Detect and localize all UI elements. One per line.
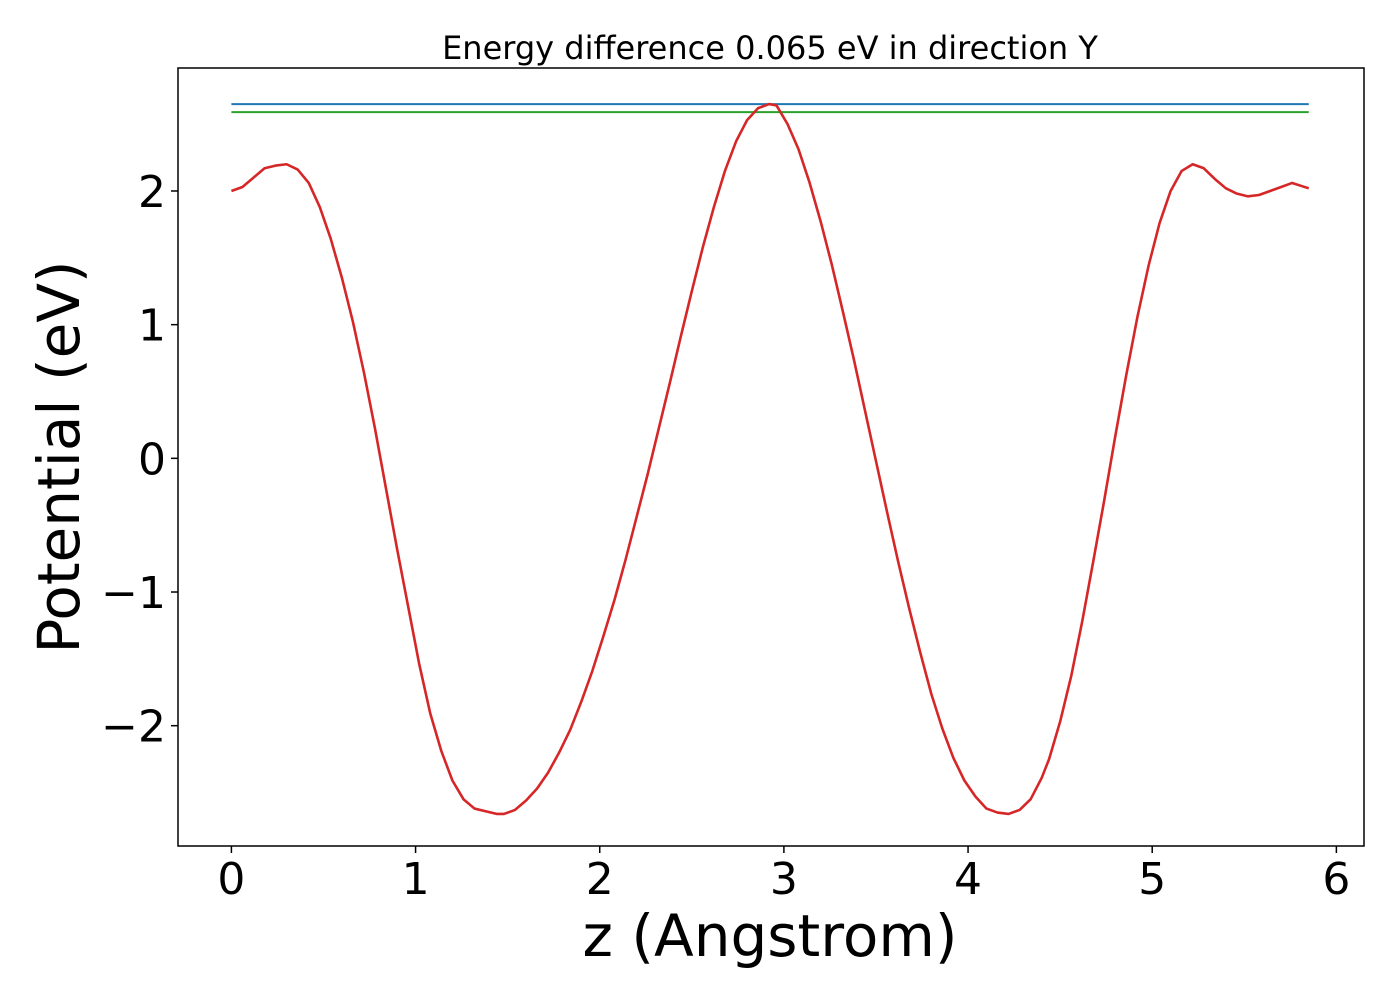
series-layer: [230, 102, 1310, 816]
x-tick-label: 3: [770, 854, 798, 905]
x-tick-label: 5: [1138, 854, 1166, 905]
y-tick-label: −1: [101, 568, 166, 619]
y-axis-ticks: −2 −1 0 1 2: [101, 167, 178, 753]
x-axis-label: z (Angstrom): [583, 902, 958, 970]
series-line-3: [230, 102, 1310, 816]
y-tick-label: 2: [138, 167, 166, 218]
y-tick-label: −2: [101, 702, 166, 753]
plot-area-frame: [177, 67, 1365, 847]
x-tick-label: 6: [1322, 854, 1350, 905]
x-tick-label: 4: [954, 854, 982, 905]
y-axis-label: Potential (eV): [25, 260, 93, 653]
x-axis-ticks: 0 1 2 3 4 5 6: [217, 846, 1350, 905]
x-tick-label: 2: [586, 854, 614, 905]
x-tick-label: 0: [217, 854, 245, 905]
y-tick-label: 0: [138, 434, 166, 485]
y-tick-label: 1: [138, 301, 166, 352]
x-tick-label: 1: [402, 854, 430, 905]
chart-title: Energy difference 0.065 eV in direction …: [442, 29, 1098, 67]
